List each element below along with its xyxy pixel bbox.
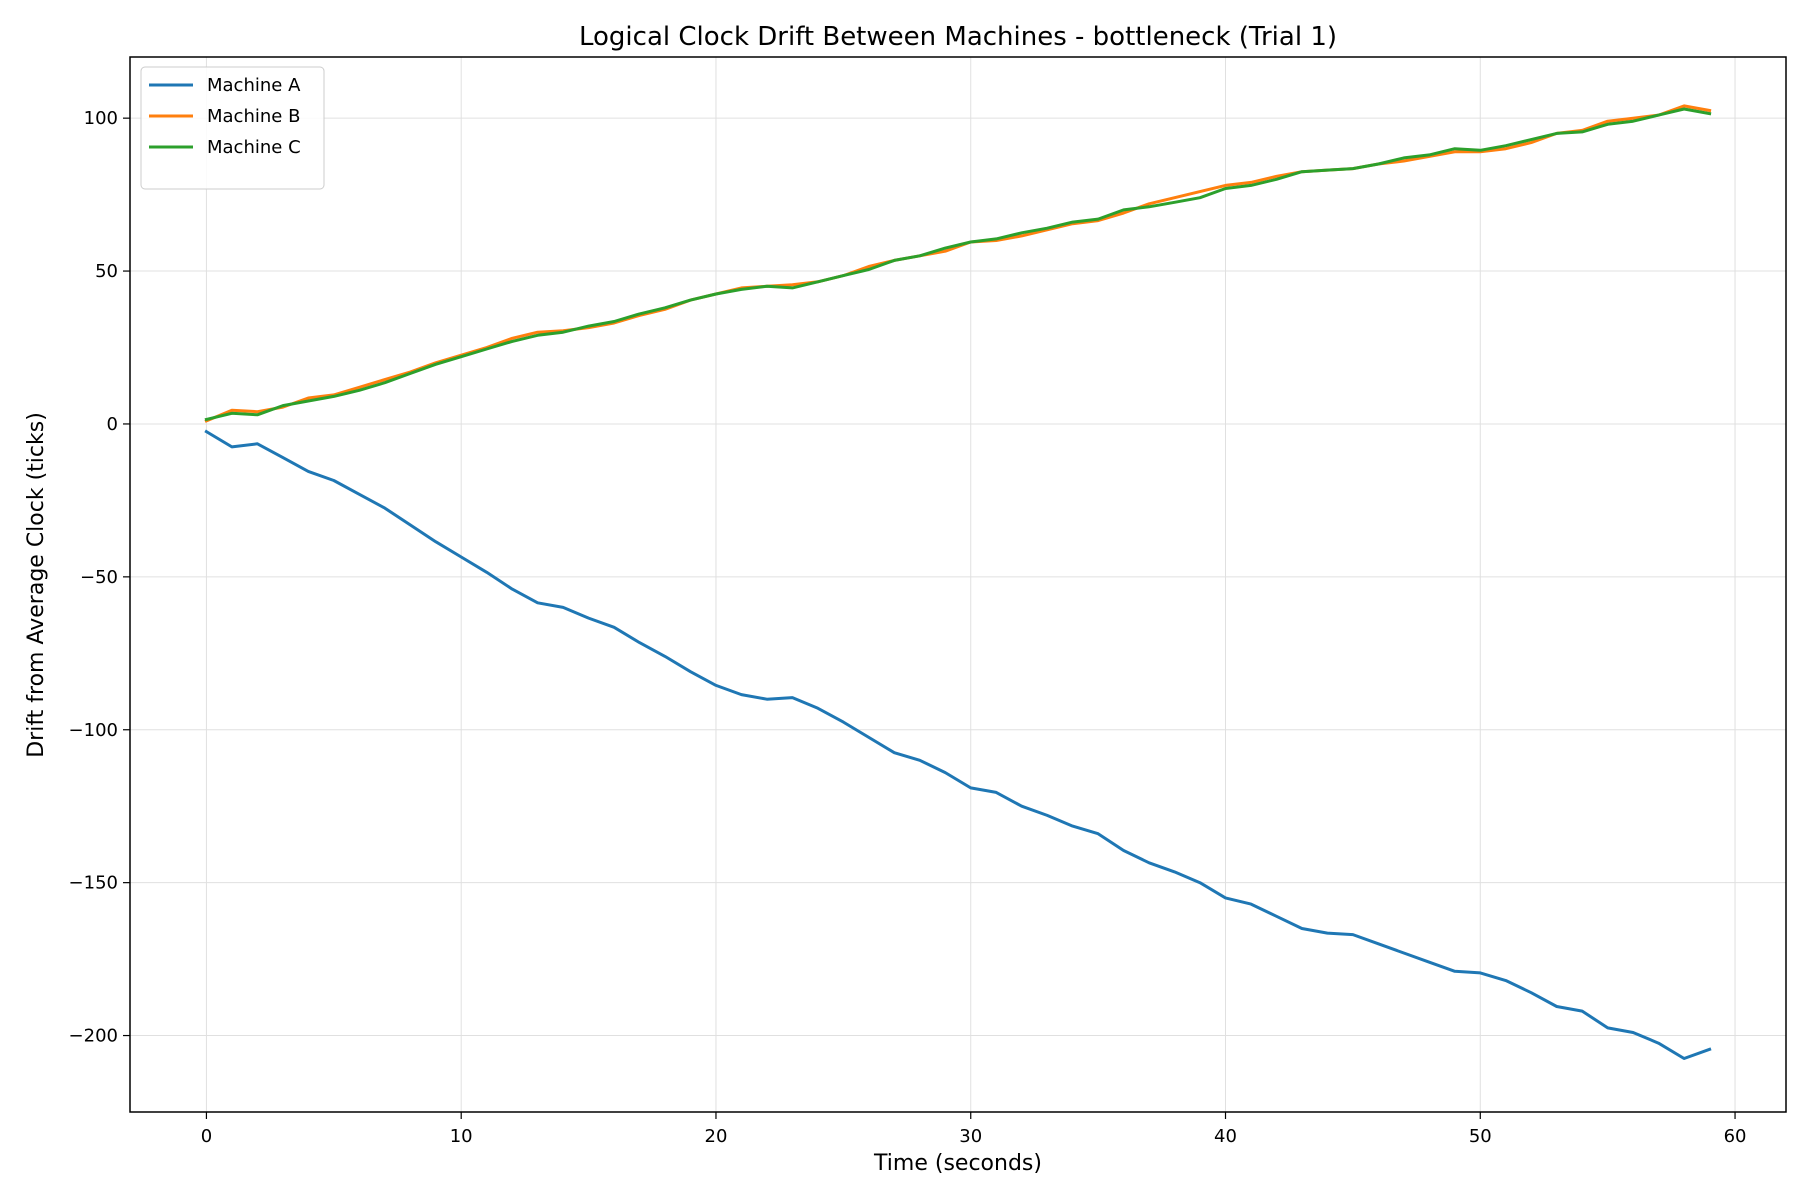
y-axis-label: Drift from Average Clock (ticks) bbox=[24, 412, 49, 758]
series-line-machine-c bbox=[204, 107, 1712, 422]
legend-box bbox=[140, 66, 325, 190]
x-tick-label: 30 bbox=[959, 1126, 982, 1147]
x-tick-label: 60 bbox=[1724, 1126, 1747, 1147]
y-tick-label: 0 bbox=[107, 414, 118, 435]
y-tick-label: −50 bbox=[80, 567, 118, 588]
grid-lines bbox=[130, 57, 1786, 1112]
plot-lines bbox=[204, 104, 1712, 1060]
legend-label-machine-b: Machine B bbox=[207, 106, 300, 127]
axis-ticks: 0 10 20 30 40 50 60 100 50 0 −50 −100 −150 −200 bbox=[69, 108, 1747, 1147]
x-tick-label: 40 bbox=[1214, 1126, 1237, 1147]
x-tick-label: 10 bbox=[450, 1126, 473, 1147]
series-line-machine-a bbox=[204, 429, 1712, 1060]
legend-label-machine-c: Machine C bbox=[207, 137, 301, 158]
y-tick-label: 50 bbox=[95, 261, 118, 282]
legend-label-machine-a: Machine A bbox=[207, 75, 301, 96]
x-tick-label: 0 bbox=[201, 1126, 212, 1147]
y-tick-label: −150 bbox=[69, 873, 118, 894]
y-tick-label: −200 bbox=[69, 1026, 118, 1047]
x-tick-label: 20 bbox=[705, 1126, 728, 1147]
plot-frame bbox=[129, 56, 1787, 1113]
x-axis-label: Time (seconds) bbox=[873, 1151, 1042, 1176]
x-tick-label: 50 bbox=[1469, 1126, 1492, 1147]
y-tick-label: −100 bbox=[69, 720, 118, 741]
legend: Machine A Machine B Machine C bbox=[140, 66, 325, 190]
y-tick-label: 100 bbox=[84, 108, 118, 129]
chart-title: Logical Clock Drift Between Machines - b… bbox=[579, 22, 1337, 52]
